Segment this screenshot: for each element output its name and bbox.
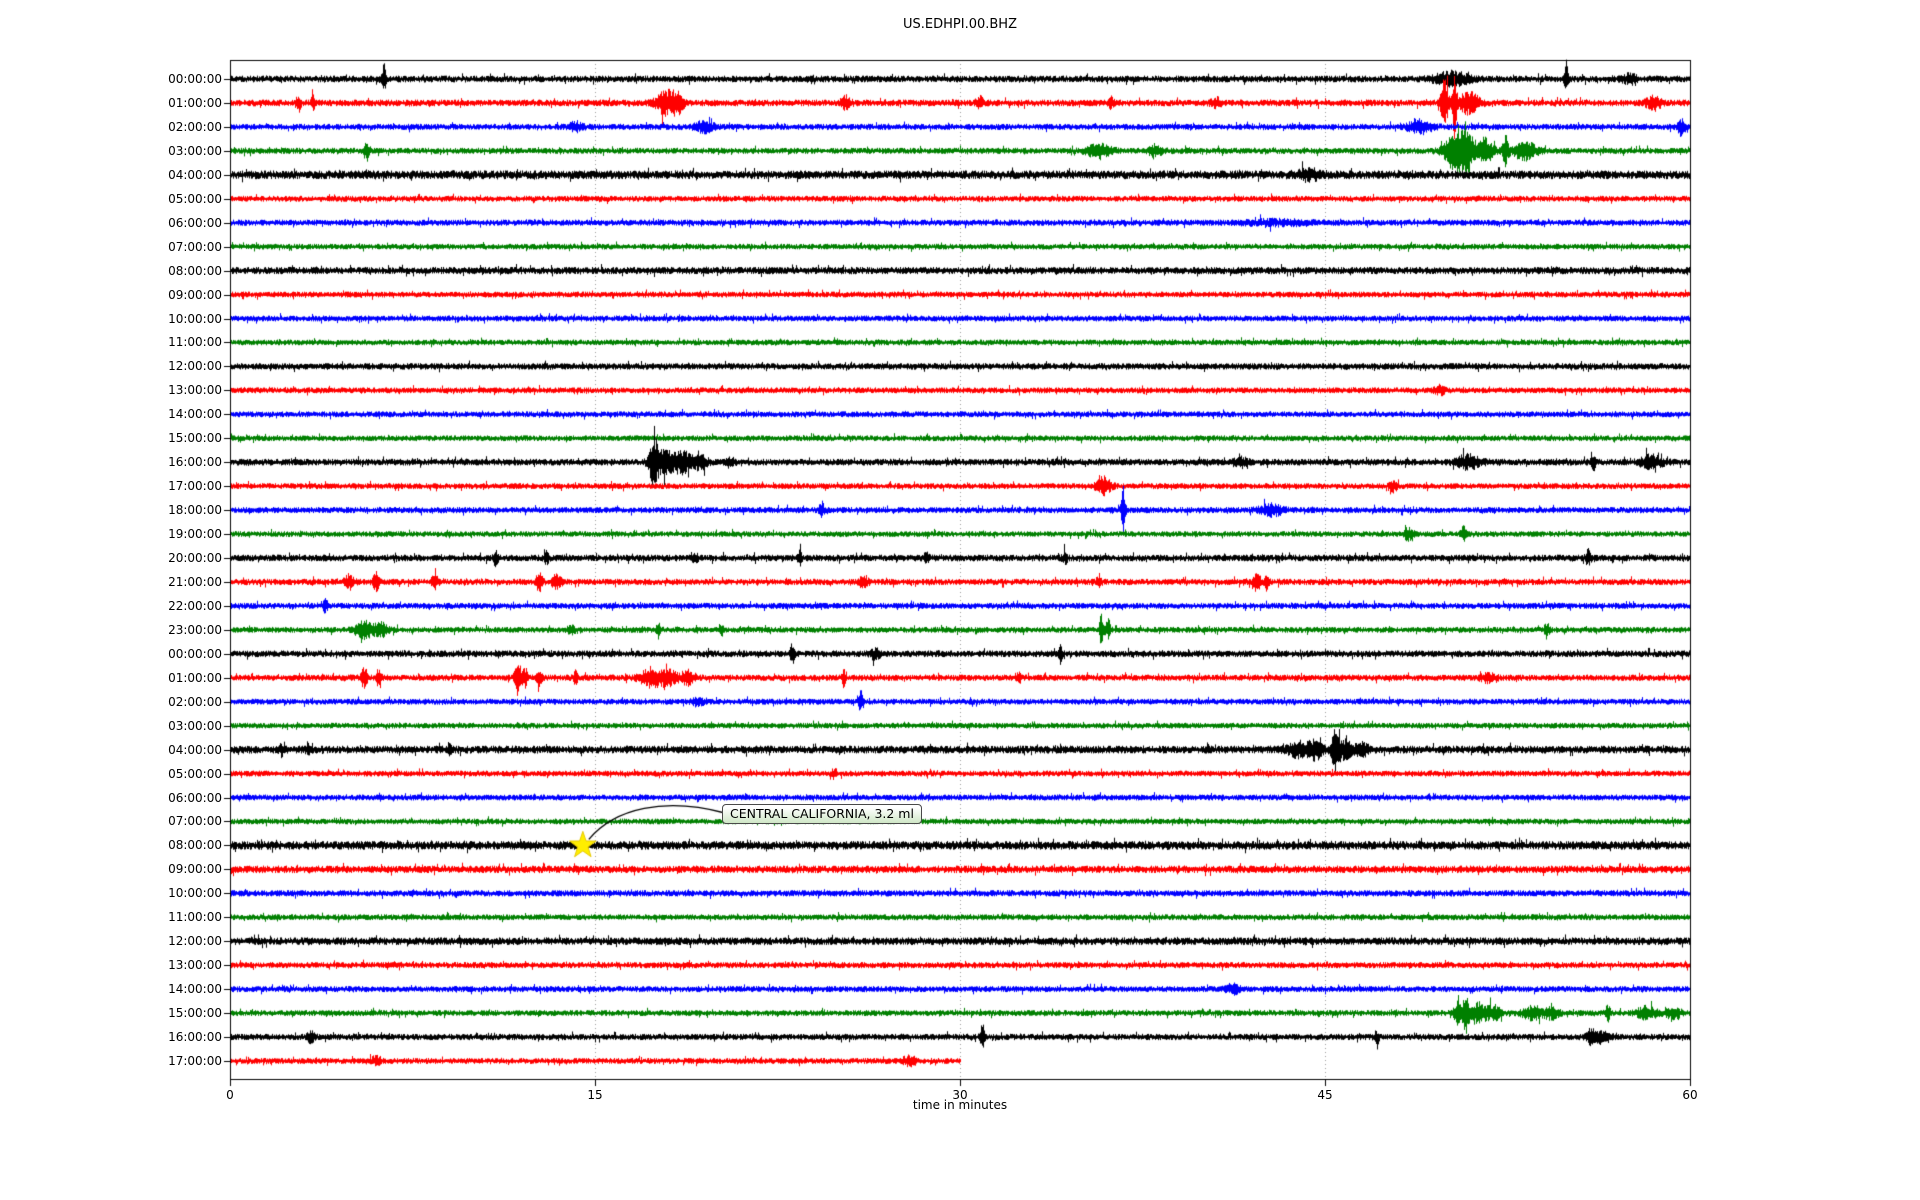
- x-tick-label: 45: [1317, 1088, 1333, 1102]
- row-label: 01:00:00: [168, 95, 222, 110]
- row-label: 05:00:00: [168, 766, 222, 781]
- row-label: 07:00:00: [168, 814, 222, 829]
- row-label: 20:00:00: [168, 551, 222, 565]
- chart-title: US.EDHPI.00.BHZ: [903, 17, 1017, 32]
- row-label: 13:00:00: [168, 958, 222, 973]
- row-label: 11:00:00: [168, 335, 222, 350]
- row-label: 17:00:00: [168, 1053, 222, 1068]
- row-label: 02:00:00: [168, 119, 222, 134]
- row-label: 13:00:00: [168, 383, 222, 398]
- row-label: 15:00:00: [168, 431, 222, 446]
- row-label: 18:00:00: [168, 503, 222, 518]
- row-label: 22:00:00: [168, 598, 222, 613]
- row-label: 15:00:00: [168, 1006, 222, 1021]
- row-label: 10:00:00: [168, 886, 222, 901]
- row-label: 08:00:00: [168, 263, 222, 278]
- row-label: 14:00:00: [168, 407, 222, 422]
- row-label: 03:00:00: [168, 718, 222, 733]
- row-label: 14:00:00: [168, 982, 222, 997]
- row-label: 09:00:00: [168, 862, 222, 877]
- row-label: 00:00:00: [168, 72, 222, 86]
- row-label: 08:00:00: [168, 838, 222, 853]
- event-annotation: CENTRAL CALIFORNIA, 3.2 ml: [722, 804, 922, 824]
- row-label: 01:00:00: [168, 670, 222, 685]
- row-label: 06:00:00: [168, 790, 222, 805]
- row-label: 10:00:00: [168, 311, 222, 326]
- row-label: 16:00:00: [168, 455, 222, 470]
- row-label: 00:00:00: [168, 646, 222, 661]
- row-label: 04:00:00: [168, 742, 222, 757]
- row-label: 09:00:00: [168, 287, 222, 302]
- x-tick-label: 60: [1682, 1088, 1698, 1102]
- row-label: 11:00:00: [168, 910, 222, 925]
- row-label: 12:00:00: [168, 359, 222, 374]
- x-axis-label: time in minutes: [912, 1098, 1008, 1112]
- row-label: 03:00:00: [168, 143, 222, 158]
- row-label: 19:00:00: [168, 527, 222, 542]
- row-label: 16:00:00: [168, 1030, 222, 1044]
- x-tick-label: 0: [226, 1088, 234, 1102]
- row-label: 02:00:00: [168, 694, 222, 709]
- x-tick-label: 15: [587, 1088, 603, 1102]
- x-tick-label: 30: [952, 1088, 968, 1102]
- row-label: 21:00:00: [168, 574, 222, 589]
- row-label: 04:00:00: [168, 167, 222, 182]
- row-label: 23:00:00: [168, 622, 222, 637]
- row-label: 07:00:00: [168, 239, 222, 254]
- row-label: 17:00:00: [168, 479, 222, 494]
- row-label: 06:00:00: [168, 215, 222, 230]
- row-label: 12:00:00: [168, 934, 222, 949]
- row-label: 05:00:00: [168, 191, 222, 206]
